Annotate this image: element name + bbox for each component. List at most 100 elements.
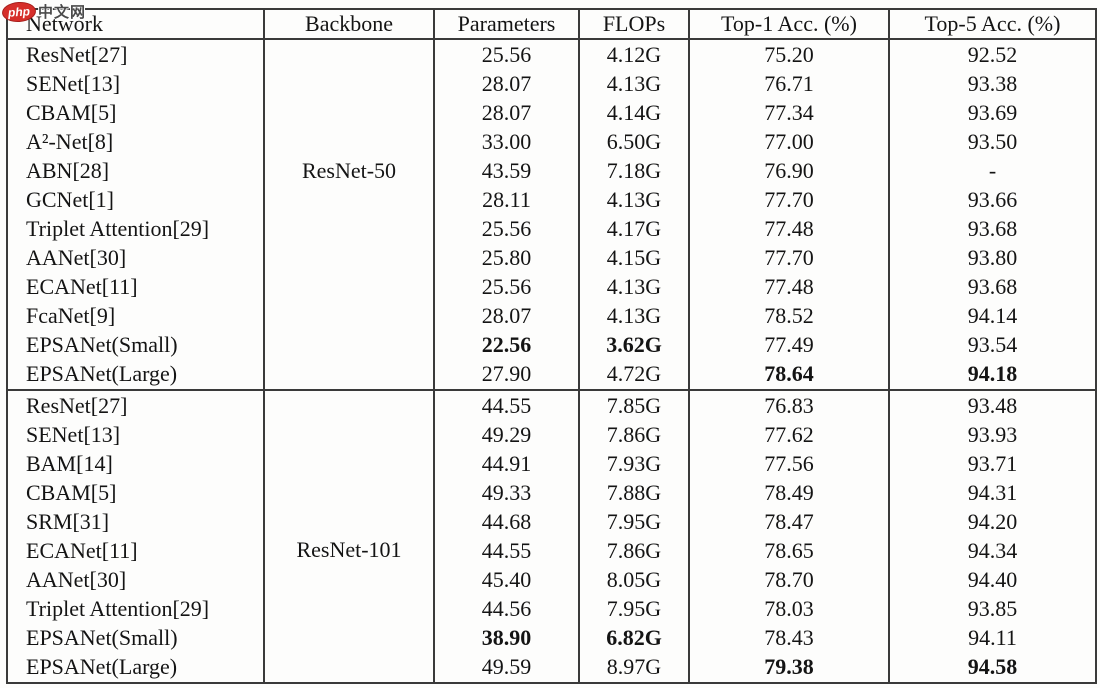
network-name-cell: ECANet[11]: [6, 536, 264, 566]
col-header-backbone: Backbone: [263, 9, 434, 40]
top1-cell: 77.48: [688, 214, 889, 244]
top1-cell: 77.48: [688, 272, 889, 302]
network-name-cell: SENet[13]: [6, 69, 264, 99]
table-row: ResNet[27] ResNet-50 25.56 4.12G 75.20 9…: [6, 39, 1096, 390]
network-name-cell: ResNet[27]: [6, 39, 264, 70]
top5-cell: 94.14: [888, 301, 1096, 331]
top1-cell: 78.49: [688, 478, 889, 508]
network-name-cell: AANet[30]: [6, 243, 264, 273]
table-row: ECANet[11] 44.55 7.86G 78.65 94.34: [6, 536, 1096, 566]
network-name-cell: Triplet Attention[29]: [6, 594, 264, 624]
table-header: Network Backbone Parameters FLOPs Top-1 …: [6, 9, 1096, 40]
backbone-cell-resnet50: ResNet-50: [263, 39, 434, 390]
flops-cell: 4.13G: [578, 272, 689, 302]
top5-cell: 93.71: [888, 449, 1096, 479]
top1-cell: 78.64: [688, 359, 889, 390]
flops-cell: 4.17G: [578, 214, 689, 244]
top5-cell: 93.80: [888, 243, 1096, 273]
flops-cell: 4.14G: [578, 98, 689, 128]
table-row: GCNet[1] 28.11 4.13G 77.70 93.66: [6, 185, 1096, 215]
params-cell: 28.07: [433, 98, 579, 128]
network-name-cell: CBAM[5]: [6, 478, 264, 508]
table-row: FcaNet[9] 28.07 4.13G 78.52 94.14: [6, 301, 1096, 331]
network-name-cell: A²-Net[8]: [6, 127, 264, 157]
top1-cell: 76.71: [688, 69, 889, 99]
network-name-cell: ResNet[27]: [6, 388, 264, 421]
flops-cell: 4.13G: [578, 69, 689, 99]
top5-cell: 94.34: [888, 536, 1096, 566]
params-cell: 28.11: [433, 185, 579, 215]
table-row: AANet[30] 45.40 8.05G 78.70 94.40: [6, 565, 1096, 595]
params-cell: 28.07: [433, 69, 579, 99]
params-cell: 28.07: [433, 301, 579, 331]
top1-cell: 77.56: [688, 449, 889, 479]
top1-cell: 76.83: [688, 388, 889, 421]
col-header-parameters: Parameters: [433, 9, 579, 40]
flops-cell: 8.97G: [578, 652, 689, 683]
table-row: SENet[13] 49.29 7.86G 77.62 93.93: [6, 420, 1096, 450]
top1-cell: 78.47: [688, 507, 889, 537]
network-name-cell: ABN[28]: [6, 156, 264, 186]
table-row: CBAM[5] 28.07 4.14G 77.34 93.69: [6, 98, 1096, 128]
results-table: Network Backbone Parameters FLOPs Top-1 …: [6, 8, 1097, 684]
top5-cell: 94.58: [888, 652, 1096, 683]
top1-cell: 78.43: [688, 623, 889, 653]
backbone-label: ResNet-50: [301, 158, 397, 183]
top5-cell: 93.68: [888, 214, 1096, 244]
top1-cell: 77.70: [688, 185, 889, 215]
flops-cell: 6.50G: [578, 127, 689, 157]
top5-cell: 94.11: [888, 623, 1096, 653]
top5-cell: 92.52: [888, 39, 1096, 70]
top5-cell: 94.40: [888, 565, 1096, 595]
top1-cell: 76.90: [688, 156, 889, 186]
top5-cell: 93.48: [888, 388, 1096, 421]
flops-cell: 4.12G: [578, 39, 689, 70]
flops-cell: 7.85G: [578, 388, 689, 421]
network-name-cell: Triplet Attention[29]: [6, 214, 264, 244]
table-row: EPSANet(Large) 27.90 4.72G 78.64 94.18: [6, 359, 1096, 390]
top1-cell: 78.65: [688, 536, 889, 566]
network-name-cell: AANet[30]: [6, 565, 264, 595]
table-row: ECANet[11] 25.56 4.13G 77.48 93.68: [6, 272, 1096, 302]
params-cell: 44.56: [433, 594, 579, 624]
table-row: SRM[31] 44.68 7.95G 78.47 94.20: [6, 507, 1096, 537]
top1-cell: 77.00: [688, 127, 889, 157]
top1-cell: 77.70: [688, 243, 889, 273]
network-name-cell: EPSANet(Small): [6, 623, 264, 653]
top1-cell: 78.70: [688, 565, 889, 595]
backbone-cell-resnet101: ResNet-101: [263, 388, 434, 683]
table-row: ABN[28] 43.59 7.18G 76.90 -: [6, 156, 1096, 186]
table-row: EPSANet(Small) 22.56 3.62G 77.49 93.54: [6, 330, 1096, 360]
params-cell: 49.59: [433, 652, 579, 683]
network-name-cell: SRM[31]: [6, 507, 264, 537]
table-row: EPSANet(Small) 38.90 6.82G 78.43 94.11: [6, 623, 1096, 653]
col-header-flops: FLOPs: [578, 9, 689, 40]
php-logo-text: php: [7, 3, 31, 20]
top5-cell: 94.18: [888, 359, 1096, 390]
params-cell: 45.40: [433, 565, 579, 595]
watermark-site-name: 中文网: [38, 3, 87, 21]
params-cell: 44.55: [433, 388, 579, 421]
table-row: ResNet[27] ResNet-101 44.55 7.85G 76.83 …: [6, 388, 1096, 683]
params-cell: 22.56: [433, 330, 579, 360]
flops-cell: 4.72G: [578, 359, 689, 390]
flops-cell: 7.18G: [578, 156, 689, 186]
flops-cell: 7.95G: [578, 594, 689, 624]
top5-cell: 93.85: [888, 594, 1096, 624]
table-body: ResNet[27] ResNet-50 25.56 4.12G 75.20 9…: [6, 39, 1096, 683]
params-cell: 49.29: [433, 420, 579, 450]
params-cell: 33.00: [433, 127, 579, 157]
php-cn-watermark: php 中文网: [1, 0, 87, 23]
params-cell: 43.59: [433, 156, 579, 186]
network-name-cell: CBAM[5]: [6, 98, 264, 128]
params-cell: 25.56: [433, 272, 579, 302]
params-cell: 25.80: [433, 243, 579, 273]
top5-cell: 93.68: [888, 272, 1096, 302]
top5-cell: 93.50: [888, 127, 1096, 157]
table-row: BAM[14] 44.91 7.93G 77.56 93.71: [6, 449, 1096, 479]
top5-cell: -: [888, 156, 1096, 186]
flops-cell: 7.88G: [578, 478, 689, 508]
top1-cell: 77.34: [688, 98, 889, 128]
network-name-cell: EPSANet(Large): [6, 652, 264, 683]
